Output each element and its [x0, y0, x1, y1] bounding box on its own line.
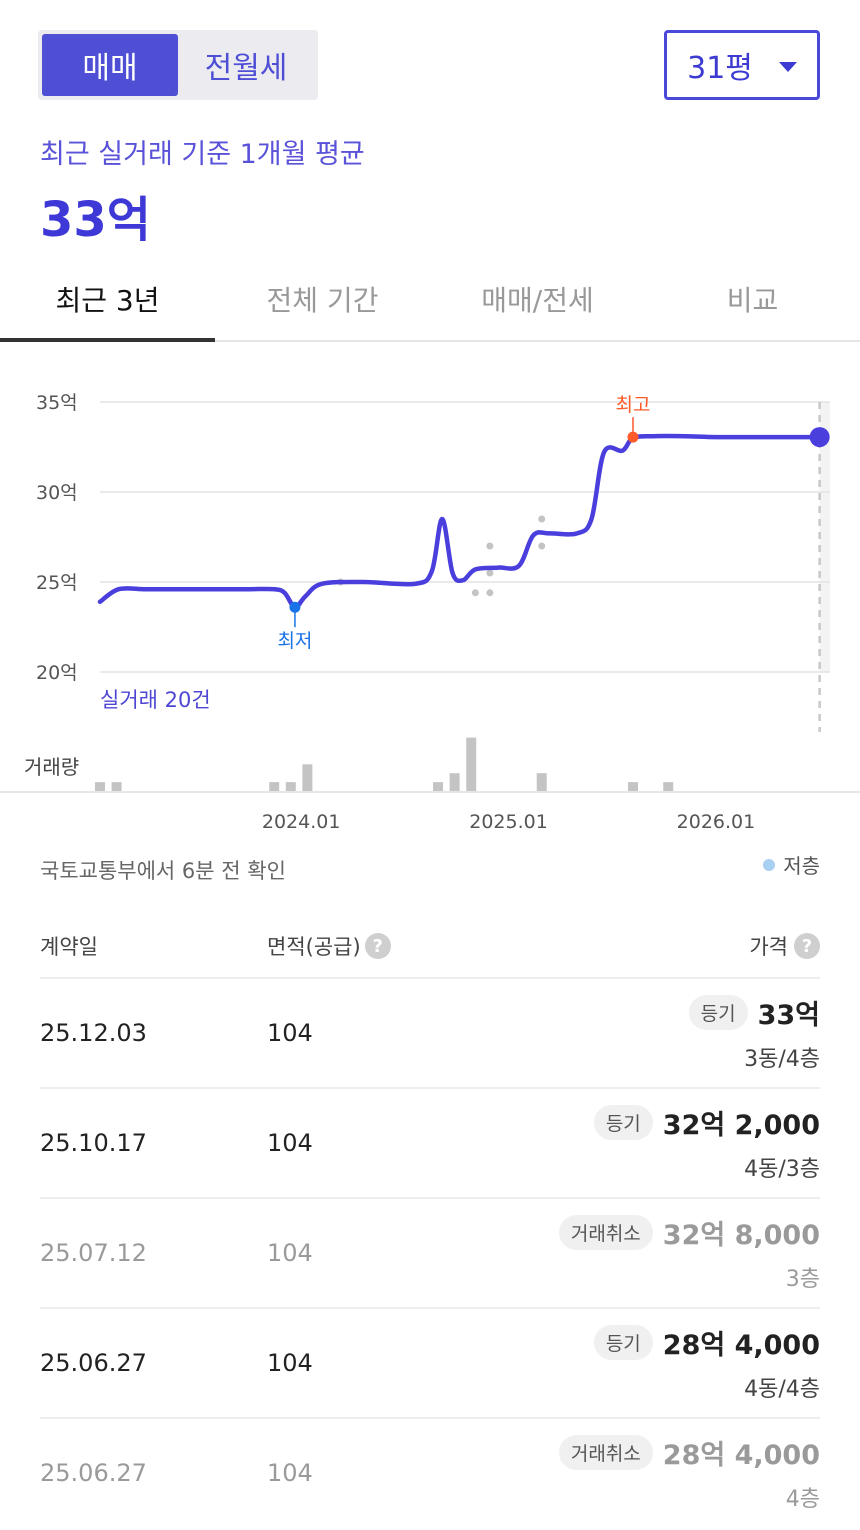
volume-bar	[663, 782, 674, 791]
price-chart-svg: 35억 30억 25억 20억 최저 최고 2024.01 2025.01 2026.01	[36, 392, 830, 833]
row-price: 28억 4,000	[662, 1440, 820, 1471]
row-floor: 3층	[785, 1267, 820, 1292]
area-select-dropdown[interactable]: 31평	[664, 30, 820, 100]
row-date: 25.06.27	[40, 1459, 147, 1487]
row-area: 104	[267, 1019, 313, 1047]
low-floor-dot-icon	[763, 858, 776, 871]
min-point-marker	[289, 601, 301, 613]
average-price-subtitle: 최근 실거래 기준 1개월 평균	[40, 139, 365, 170]
max-point-label: 최고	[615, 394, 650, 416]
cancelled-badge: 거래취소	[558, 1435, 653, 1470]
period-tabs: 최근 3년 전체 기간 매매/전세 비교	[0, 258, 860, 342]
price-chart: 35억 30억 25억 20억 최저 최고 2024.01 2025.01 2026.01	[0, 360, 860, 840]
registration-badge: 등기	[593, 1105, 653, 1140]
row-price-group: 등기 32억 2,000	[593, 1103, 820, 1142]
y-tick-label: 30억	[36, 482, 78, 504]
row-date: 25.07.12	[40, 1239, 147, 1267]
volume-bar	[111, 782, 122, 791]
row-price-group: 등기 28억 4,000	[593, 1323, 820, 1362]
row-floor: 4동/3층	[744, 1157, 820, 1182]
tab-compare[interactable]: 비교	[726, 284, 779, 317]
table-row[interactable]: 25.06.27 104 거래취소 28억 4,000 4층	[40, 1419, 820, 1529]
table-row[interactable]: 25.07.12 104 거래취소 32억 8,000 3층	[40, 1199, 820, 1309]
scatter-point	[486, 589, 494, 597]
header-contract-date: 계약일	[40, 935, 98, 959]
row-price-group: 거래취소 28억 4,000	[558, 1433, 820, 1472]
row-area: 104	[267, 1239, 313, 1267]
row-floor: 4층	[785, 1487, 820, 1512]
sale-tab-button[interactable]: 매매	[42, 34, 178, 96]
trade-type-toggle: 매매 전월세	[38, 30, 318, 100]
registration-badge: 등기	[593, 1325, 653, 1360]
x-tick-label: 2026.01	[677, 811, 756, 833]
row-price: 32억 2,000	[662, 1110, 820, 1141]
legend-low-floor-label: 저층	[783, 854, 820, 878]
transactions-table-header: 계약일 면적(공급) ? 가격 ?	[40, 915, 820, 979]
max-point-marker	[627, 431, 639, 443]
x-tick-label: 2025.01	[469, 811, 548, 833]
deal-count-note: 실거래 20건	[100, 688, 211, 712]
row-price: 32억 8,000	[662, 1220, 820, 1251]
row-area: 104	[267, 1349, 313, 1377]
table-row[interactable]: 25.12.03 104 등기 33억 3동/4층	[40, 979, 820, 1089]
y-tick-label: 20억	[36, 662, 78, 684]
current-price-dot	[809, 427, 830, 448]
volume-bar	[466, 737, 477, 791]
chart-bottom-divider	[0, 791, 860, 793]
header-price-label: 가격	[749, 935, 788, 959]
legend-low-floor: 저층	[763, 850, 820, 879]
scatter-point	[486, 542, 494, 550]
registration-badge: 등기	[688, 995, 748, 1030]
scatter-point	[471, 589, 479, 597]
row-date: 25.06.27	[40, 1349, 147, 1377]
row-date: 25.10.17	[40, 1129, 147, 1157]
tab-all-period[interactable]: 전체 기간	[266, 284, 379, 317]
price-help-icon[interactable]: ?	[794, 933, 820, 959]
scatter-point	[486, 569, 494, 577]
volume-label: 거래량	[24, 755, 80, 779]
price-line	[97, 433, 822, 610]
volume-bar	[302, 764, 313, 791]
data-source-note: 국토교통부에서 6분 전 확인	[40, 859, 286, 883]
row-price-group: 거래취소 32억 8,000	[558, 1213, 820, 1252]
volume-bar	[269, 782, 280, 791]
table-row[interactable]: 25.10.17 104 등기 32억 2,000 4동/3층	[40, 1089, 820, 1199]
tab-sale-vs-jeonse[interactable]: 매매/전세	[481, 284, 594, 317]
y-tick-label: 25억	[36, 572, 78, 594]
cancelled-badge: 거래취소	[558, 1215, 653, 1250]
table-row[interactable]: 25.06.27 104 등기 28억 4,000 4동/4층	[40, 1309, 820, 1419]
volume-bar	[285, 782, 296, 791]
scatter-point	[538, 515, 546, 523]
header-area: 면적(공급) ?	[267, 931, 749, 961]
row-price-group: 등기 33억	[688, 993, 820, 1032]
y-tick-label: 35억	[36, 392, 78, 414]
scatter-point	[538, 542, 546, 550]
average-price-value: 33억	[40, 192, 151, 248]
row-area: 104	[267, 1129, 313, 1157]
row-price: 28억 4,000	[662, 1330, 820, 1361]
row-price: 33억	[757, 1000, 820, 1031]
volume-bar	[449, 773, 460, 791]
row-floor: 3동/4층	[744, 1047, 820, 1072]
transactions-table: 25.12.03 104 등기 33억 3동/4층 25.10.17 104 등…	[40, 979, 820, 1529]
volume-bar	[433, 782, 444, 791]
row-area: 104	[267, 1459, 313, 1487]
row-date: 25.12.03	[40, 1019, 147, 1047]
header-area-label: 면적(공급)	[267, 935, 361, 959]
header-price: 가격 ?	[749, 931, 820, 961]
area-select-value: 31평	[687, 51, 753, 86]
area-help-icon[interactable]: ?	[364, 933, 391, 959]
rent-tab-button[interactable]: 전월세	[204, 51, 288, 86]
row-floor: 4동/4층	[744, 1377, 820, 1402]
volume-bar	[627, 782, 638, 791]
volume-bar	[95, 782, 105, 791]
caret-down-icon	[778, 62, 797, 72]
x-tick-label: 2024.01	[262, 811, 341, 833]
forecast-region	[819, 402, 830, 672]
volume-bar	[536, 773, 547, 791]
min-point-label: 최저	[277, 630, 312, 652]
tab-recent-3-years[interactable]: 최근 3년	[0, 258, 215, 342]
